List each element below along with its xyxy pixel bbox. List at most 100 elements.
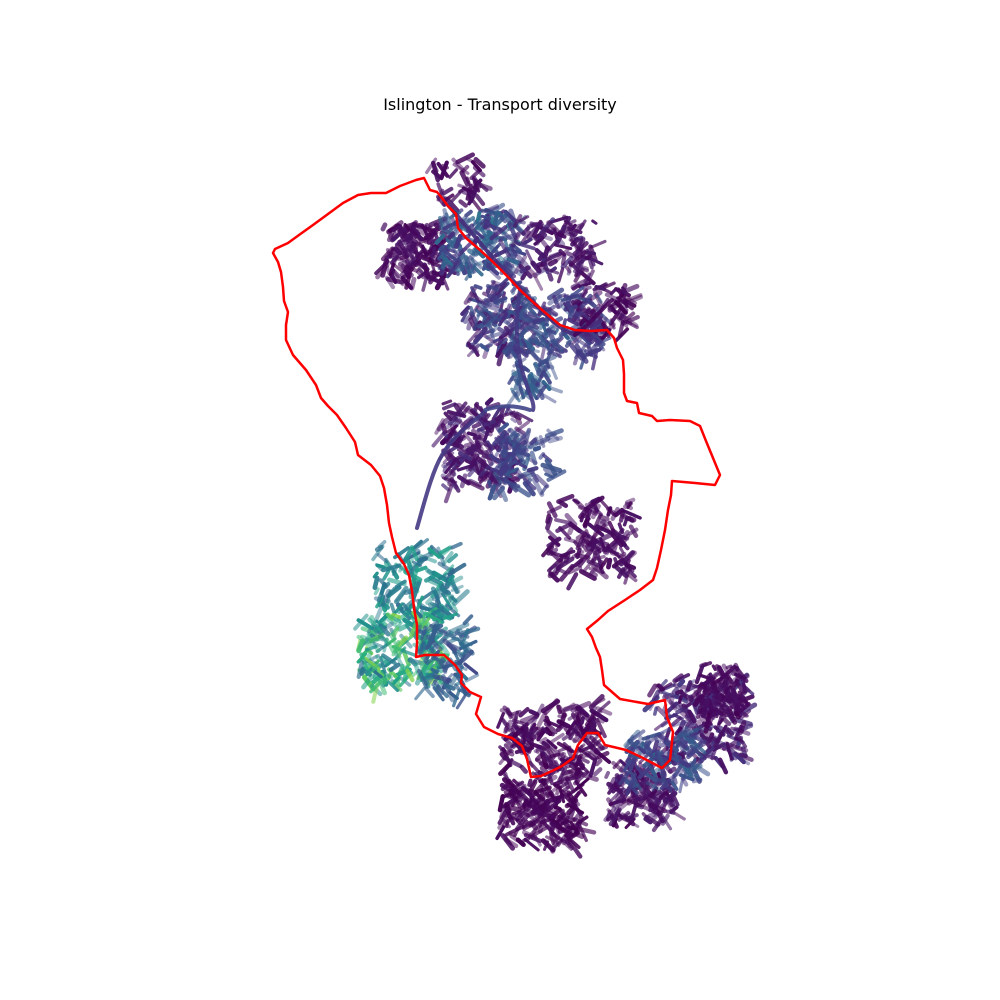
street-segment: [434, 418, 445, 435]
street-segment: [503, 238, 509, 247]
street-segment: [397, 261, 414, 278]
street-segment: [437, 642, 445, 650]
street-segment: [496, 406, 506, 427]
street-segment: [530, 729, 541, 737]
street-segment: [607, 520, 616, 534]
street-segment: [463, 442, 473, 448]
street-segment: [573, 770, 589, 786]
street-segment: [560, 702, 576, 714]
street-segment: [536, 711, 548, 728]
street-segment: [735, 732, 748, 749]
street-segment: [672, 764, 683, 778]
street-segment: [500, 322, 515, 337]
street-segment: [391, 224, 403, 233]
street-segment: [574, 342, 589, 360]
street-segment: [503, 788, 515, 795]
street-segment: [567, 525, 574, 536]
street-segment: [402, 248, 413, 266]
street-segment: [617, 567, 626, 579]
street-segment: [688, 743, 704, 758]
street-segment: [464, 673, 480, 683]
street-segment: [577, 822, 588, 843]
street-segment: [532, 826, 548, 837]
street-segment: [433, 222, 442, 232]
street-segment: [430, 246, 437, 258]
street-segment: [629, 772, 637, 784]
street-segment: [495, 825, 506, 841]
street-segment: [579, 219, 587, 231]
street-segment: [461, 190, 474, 197]
street-segment: [591, 219, 598, 225]
street-segment: [528, 317, 547, 331]
street-segment: [410, 545, 419, 562]
street-segment: [485, 283, 500, 292]
street-segment: [460, 305, 471, 316]
street-segment: [548, 776, 554, 786]
street-segment: [589, 307, 597, 320]
street-segment: [725, 741, 733, 761]
street-segment: [527, 779, 538, 796]
street-segment: [364, 645, 378, 652]
street-segment: [647, 683, 658, 698]
street-segment: [523, 832, 543, 844]
street-segment: [381, 653, 397, 665]
street-segment: [425, 669, 440, 679]
street-segment: [538, 811, 556, 819]
road-line: [514, 288, 536, 412]
street-segment: [520, 338, 528, 348]
street-segment: [434, 233, 446, 245]
street-segment: [542, 838, 554, 853]
street-segment: [572, 816, 589, 827]
street-segment: [675, 735, 685, 752]
street-segment: [719, 664, 737, 681]
street-segment: [462, 614, 474, 626]
street-segment: [381, 563, 402, 573]
street-segment: [386, 231, 395, 243]
street-segment: [470, 160, 482, 173]
street-segment: [532, 743, 547, 751]
street-segment: [575, 706, 591, 723]
street-segment: [547, 385, 563, 394]
street-segment: [389, 633, 398, 647]
street-segment: [683, 736, 695, 744]
street-segment: [725, 664, 733, 670]
street-segment: [388, 247, 395, 259]
street-segment: [509, 412, 522, 421]
street-segment: [549, 834, 555, 846]
street-segment: [588, 723, 597, 735]
street-segment: [565, 776, 576, 794]
street-segment: [385, 277, 405, 285]
street-segment: [509, 243, 518, 257]
street-segment: [412, 608, 423, 619]
street-segment: [473, 284, 483, 290]
street-segment: [634, 795, 646, 803]
street-segment: [456, 464, 473, 472]
street-segment: [618, 509, 626, 523]
street-segment: [572, 731, 582, 744]
street-segment: [554, 246, 571, 263]
street-segment: [376, 669, 385, 678]
street-segment: [548, 361, 558, 380]
street-segment: [546, 536, 562, 548]
street-segment: [645, 781, 661, 792]
street-segment: [594, 758, 603, 767]
street-segment: [584, 503, 593, 511]
street-segment: [459, 170, 470, 187]
street-segment: [450, 189, 464, 203]
street-segment: [622, 509, 642, 520]
street-segment: [455, 401, 468, 416]
street-segment: [545, 798, 562, 813]
street-segment: [602, 524, 613, 535]
street-segment: [575, 547, 582, 559]
street-segment: [505, 261, 515, 269]
street-segment: [703, 672, 720, 686]
street-segment: [372, 641, 385, 649]
street-segment: [498, 312, 509, 327]
street-segment: [369, 677, 386, 694]
street-segment: [671, 734, 682, 743]
street-segment: [507, 375, 515, 385]
street-segment: [409, 621, 419, 638]
street-segment: [419, 249, 433, 257]
street-segment: [729, 744, 749, 753]
